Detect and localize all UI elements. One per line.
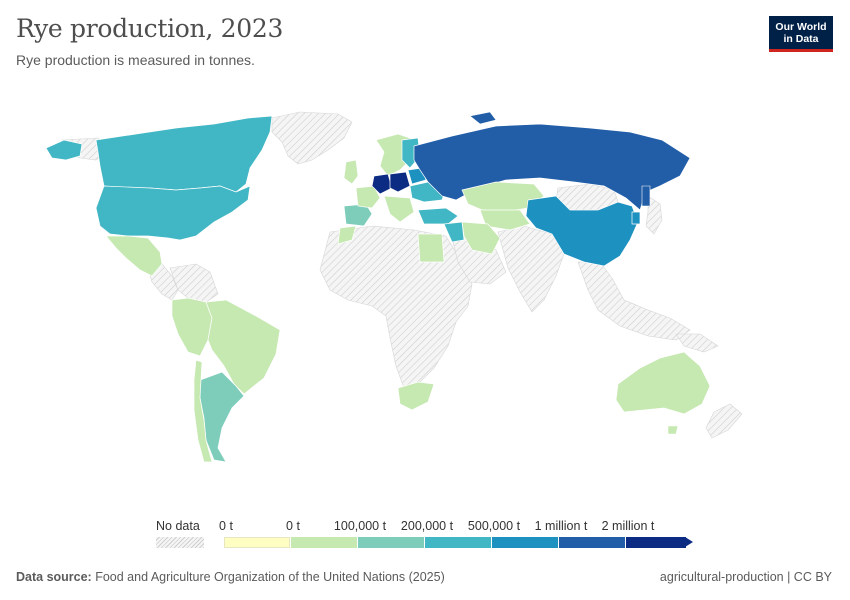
country-iran[interactable] [461, 221, 501, 255]
region-africa[interactable] [319, 225, 473, 389]
country-uk[interactable] [343, 159, 359, 185]
country-morocco[interactable] [337, 225, 357, 245]
country-mexico[interactable] [105, 235, 163, 277]
legend-swatch[interactable] [425, 537, 491, 548]
legend-bin-label: 0 t [219, 519, 233, 533]
legend-no-data-label: No data [156, 519, 200, 533]
country-greenland[interactable] [271, 111, 353, 165]
logo-line-2: in Data [783, 33, 819, 45]
country-poland[interactable] [389, 171, 411, 193]
country-peru-colombia[interactable] [171, 297, 213, 357]
legend-swatch[interactable] [224, 537, 290, 548]
country-tasmania[interactable] [667, 425, 679, 435]
license-link[interactable]: agricultural-production | CC BY [659, 570, 832, 584]
world-map[interactable] [0, 90, 850, 510]
country-argentina[interactable] [199, 371, 245, 463]
country-korea[interactable] [631, 211, 641, 225]
country-china[interactable] [525, 195, 639, 267]
chart-title: Rye production, 2023 [16, 14, 284, 43]
map-legend: No data 0 t 0 t 100,000 t 200,000 t 500,000 … [0, 515, 850, 555]
country-egypt[interactable] [417, 233, 445, 263]
legend-bin-label: 1 million t [534, 519, 588, 533]
data-source-label: Data source: [16, 570, 92, 584]
country-south-africa[interactable] [397, 381, 435, 411]
country-chile[interactable] [193, 359, 213, 463]
country-australia[interactable] [615, 351, 711, 415]
country-papua-new-guinea[interactable] [675, 333, 719, 353]
data-source: Data source: Food and Agriculture Organi… [16, 570, 445, 584]
logo-line-1: Our World [775, 21, 827, 33]
legend-arrow-tip [685, 537, 693, 547]
country-new-zealand[interactable] [705, 403, 743, 439]
legend-bin-label: 0 t [286, 519, 300, 533]
island-novaya-zemlya[interactable] [469, 111, 497, 125]
country-usa[interactable] [95, 185, 251, 241]
legend-bin-label: 500,000 t [467, 519, 521, 533]
country-syria-iraq[interactable] [443, 221, 465, 243]
country-canada[interactable] [95, 115, 273, 193]
country-germany[interactable] [371, 173, 393, 195]
legend-swatch[interactable] [626, 537, 686, 548]
legend-bin-label: 100,000 t [333, 519, 387, 533]
island-sakhalin[interactable] [641, 185, 651, 207]
country-brazil[interactable] [205, 299, 281, 395]
country-france[interactable] [355, 185, 381, 209]
country-turkey[interactable] [417, 207, 459, 225]
legend-no-data-swatch [156, 537, 204, 548]
country-russia[interactable] [413, 123, 691, 211]
region-caribbean-venezuela[interactable] [169, 263, 219, 303]
country-balkans[interactable] [383, 195, 415, 223]
chart-subtitle: Rye production is measured in tonnes. [16, 52, 255, 68]
legend-bin-label: 2 million t [601, 519, 655, 533]
data-source-text[interactable]: Food and Agriculture Organization of the… [95, 570, 445, 584]
region-southeast-asia[interactable] [577, 261, 691, 341]
legend-bin-label: 200,000 t [400, 519, 454, 533]
legend-swatch[interactable] [559, 537, 625, 548]
region-south-asia[interactable] [497, 225, 565, 313]
legend-swatch[interactable] [492, 537, 558, 548]
owid-logo[interactable]: Our World in Data [769, 16, 833, 52]
country-usa-alaska[interactable] [45, 139, 83, 161]
country-central-asia[interactable] [479, 209, 531, 231]
legend-swatch[interactable] [291, 537, 357, 548]
legend-swatch[interactable] [358, 537, 424, 548]
